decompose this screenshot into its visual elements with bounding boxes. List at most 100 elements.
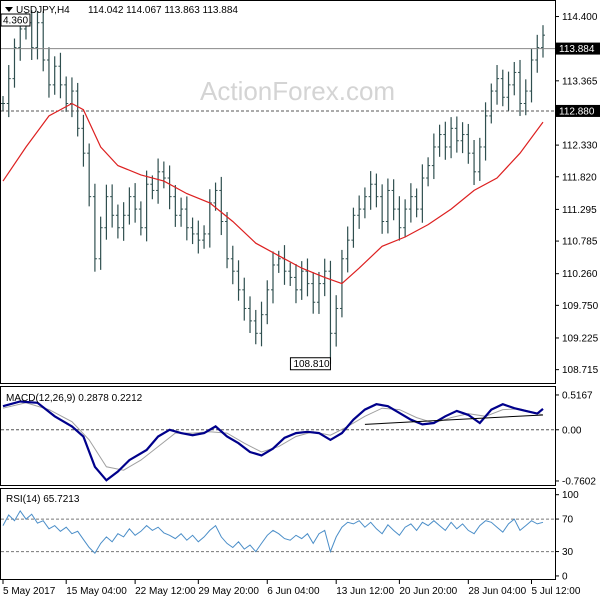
price-bar (184, 196, 189, 241)
time-tick-label: 22 May 12:00 (135, 586, 196, 597)
rsi-tick-label: 100 (562, 490, 579, 501)
price-bar (179, 197, 184, 227)
time-tick-label: 20 Jun 20:00 (399, 586, 457, 597)
price-bar (512, 61, 517, 96)
price-bar (150, 175, 155, 200)
chart-header: USDJPY,H4 114.042 114.067 113.863 113.88… (5, 5, 238, 16)
price-bar (351, 207, 356, 248)
price-bar (265, 280, 270, 325)
time-tick-label: 5 May 2017 (3, 586, 56, 597)
price-bar (374, 173, 379, 208)
rsi-tick-label: 0 (562, 571, 568, 582)
price-bar (81, 114, 86, 167)
price-tick-label: 113.365 (562, 76, 598, 87)
price-tick-label: 110.260 (562, 269, 598, 280)
price-bar (328, 260, 333, 364)
rsi-tick-label: 30 (562, 547, 574, 558)
price-bar (133, 183, 138, 223)
chart-title: USDJPY,H4 (16, 5, 70, 16)
price-bar (144, 170, 149, 242)
price-bar (52, 56, 57, 95)
price-bar (506, 71, 511, 111)
price-bar (460, 122, 465, 154)
price-bar (253, 309, 258, 345)
current-price-label: 113.884 (556, 42, 600, 55)
price-tick-label: 109.750 (562, 301, 599, 312)
price-tick-label: 112.330 (562, 141, 598, 152)
rsi-tick-label: 70 (562, 515, 574, 526)
price-bar (167, 165, 172, 210)
macd-tick-label: 0.5167 (562, 390, 593, 401)
price-bar (196, 220, 201, 254)
macd-label: MACD(12,26,9) 0.2878 0.2212 (6, 393, 143, 404)
svg-text:4.360: 4.360 (3, 16, 28, 27)
price-bar (380, 184, 385, 234)
price-axis: 114.400 113.365 112.330 111.820 111.295 110.7… (555, 12, 599, 376)
price-bar (437, 124, 442, 157)
price-bar (293, 264, 298, 304)
price-bar (477, 137, 482, 181)
macd-tick-label: -0.7602 (562, 476, 596, 487)
price-tick-label: 110.785 (562, 237, 598, 248)
price-bar (529, 48, 534, 103)
price-bar (259, 301, 264, 347)
price-bar (156, 158, 161, 204)
price-bar (449, 117, 454, 159)
price-bar (230, 245, 235, 285)
price-bar (397, 196, 402, 241)
price-bar (500, 69, 505, 107)
price-bar (276, 250, 281, 273)
price-bars (1, 10, 545, 364)
price-bar (368, 171, 373, 210)
price-bar (523, 79, 528, 116)
price-bar (357, 195, 362, 229)
svg-text:113.884: 113.884 (559, 44, 595, 55)
svg-text:108.810: 108.810 (293, 359, 330, 370)
time-tick-label: 6 Jun 04:00 (267, 586, 320, 597)
price-bar (414, 188, 419, 218)
price-bar (288, 262, 293, 286)
svg-text:112.880: 112.880 (559, 106, 595, 117)
price-bar (225, 212, 230, 269)
price-bar (242, 277, 247, 321)
price-bar (6, 65, 11, 118)
price-bar (92, 183, 97, 272)
price-bar (41, 11, 46, 72)
price-bar (426, 157, 431, 187)
price-bar (115, 204, 120, 239)
price-bar (207, 189, 212, 248)
price-bar (472, 140, 477, 185)
price-bar (248, 296, 253, 333)
rsi-line (2, 509, 544, 555)
price-bar (236, 260, 241, 301)
price-tick-label: 108.715 (562, 365, 599, 376)
price-bar (127, 187, 132, 225)
price-bar (121, 202, 126, 241)
price-bar (12, 38, 17, 88)
reference-level-label: 112.880 (556, 104, 600, 117)
price-bar (311, 272, 316, 314)
price-bar (408, 183, 413, 223)
price-bar (173, 185, 178, 227)
price-bar (385, 178, 390, 234)
price-bar (316, 271, 321, 314)
price-bar (345, 226, 350, 273)
price-bar (1, 96, 5, 111)
watermark: ActionForex.com (200, 76, 395, 106)
rsi-axis: 100 70 30 0 (555, 490, 579, 582)
price-bar (282, 245, 287, 285)
price-bar (58, 52, 63, 99)
price-bar (403, 199, 408, 238)
moving-average-line (2, 102, 544, 285)
low-annotation: 108.810 (289, 357, 331, 371)
price-bar (466, 123, 471, 164)
ohlc-header: 114.042 114.067 113.863 113.884 (88, 5, 238, 16)
macd-line (2, 400, 544, 482)
price-bar (190, 217, 195, 245)
price-bar (535, 34, 540, 73)
price-tick-label: 114.400 (562, 12, 598, 23)
time-tick-label: 5 Jul 12:00 (532, 586, 581, 597)
price-bar (541, 25, 545, 58)
macd-trendline (364, 414, 544, 425)
time-tick-label: 13 Jun 12:00 (336, 586, 394, 597)
